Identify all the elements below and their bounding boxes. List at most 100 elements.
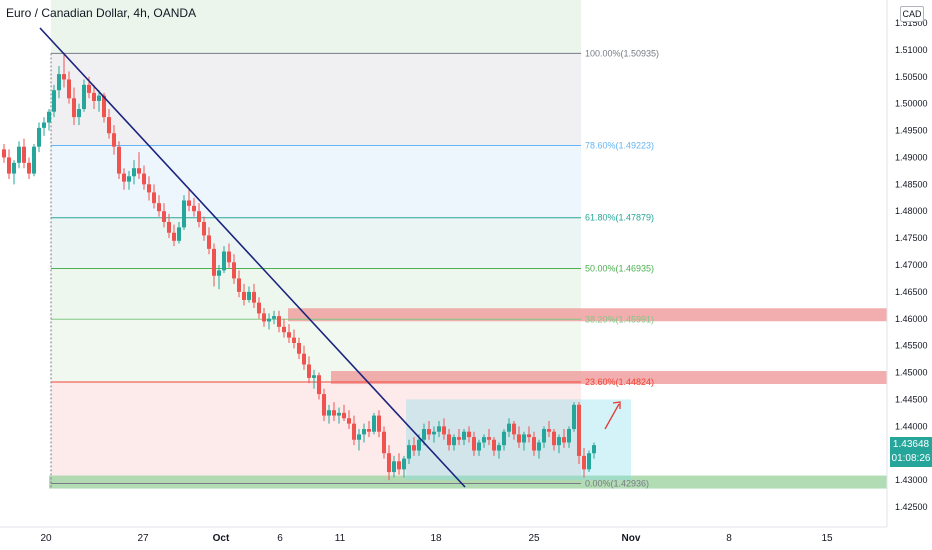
candle-body (587, 453, 591, 470)
candle-body (117, 146, 121, 174)
candle-body (257, 302, 261, 314)
candle-body (47, 111, 51, 123)
candle-body (147, 184, 151, 193)
candle-body (232, 262, 236, 279)
fib-level-label: 100.00%(1.50935) (585, 48, 659, 58)
candle-body (567, 429, 571, 443)
bar-countdown: 01:08:26 (891, 453, 931, 464)
price-tick-label: 1.46500 (895, 287, 928, 297)
price-tick-label: 1.46000 (895, 314, 928, 324)
fib-zone-fill (51, 217, 581, 269)
candle-body (427, 429, 431, 435)
downtrend-line (39, 27, 466, 488)
candle-body (167, 221, 171, 233)
candle-body (407, 445, 411, 459)
candle-body (22, 146, 26, 163)
candle-body (97, 95, 101, 101)
candle-body (27, 162, 31, 174)
candle-body (177, 227, 181, 241)
candle-body (102, 95, 106, 118)
candle-body (37, 127, 41, 147)
candle-body (107, 117, 111, 134)
candle-body (372, 415, 376, 432)
candle-body (317, 375, 321, 395)
candle-body (527, 434, 531, 438)
candle-body (302, 353, 306, 365)
candle-body (192, 205, 196, 212)
price-tick-label: 1.48000 (895, 206, 928, 216)
candle-body (387, 453, 391, 473)
candle-body (457, 437, 461, 440)
candle-body (392, 461, 396, 473)
candle-body (132, 168, 136, 177)
candle-body (432, 431, 436, 435)
candle-body (537, 442, 541, 451)
candle-body (402, 458, 406, 470)
fib-level-label: 61.80%(1.47879) (585, 213, 654, 223)
time-tick-label: 6 (277, 533, 283, 544)
price-tick-label: 1.45500 (895, 341, 928, 351)
candle-body (42, 122, 46, 128)
candle-body (57, 74, 61, 91)
time-tick-label: 18 (430, 533, 442, 544)
candle-body (187, 200, 191, 206)
time-tick-label: 15 (821, 533, 833, 544)
candle-body (222, 251, 226, 271)
candle-body (307, 364, 311, 378)
candle-body (522, 434, 526, 443)
candle-body (367, 429, 371, 432)
candle-body (382, 431, 386, 454)
candle-body (277, 316, 281, 327)
candle-body (362, 429, 366, 435)
candle-body (517, 434, 521, 443)
candle-body (237, 278, 241, 292)
candle-body (437, 426, 441, 432)
candle-body (287, 332, 291, 338)
price-tick-label: 1.42500 (895, 502, 928, 512)
candle-body (2, 149, 6, 158)
candle-body (162, 211, 166, 222)
candle-body (92, 92, 96, 101)
candle-body (577, 404, 581, 456)
candle-body (327, 410, 331, 416)
candle-body (17, 146, 21, 163)
candle-body (442, 426, 446, 435)
time-tick-label: 25 (528, 533, 540, 544)
last-price: 1.43648 (892, 439, 930, 450)
fib-zone-fill (51, 382, 581, 484)
candle-body (322, 394, 326, 416)
candle-body (62, 74, 66, 80)
resistance-zone (331, 371, 887, 385)
candle-body (467, 431, 471, 438)
candle-body (452, 437, 456, 446)
time-tick-label: Oct (213, 533, 230, 544)
currency-badge[interactable]: CAD (900, 6, 924, 22)
candle-body (502, 431, 506, 446)
candle-body (247, 291, 251, 300)
candle-body (172, 232, 176, 241)
candle-body (12, 162, 16, 174)
candle-body (492, 439, 496, 451)
candle-body (212, 248, 216, 276)
fib-level-label: 50.00%(1.46935) (585, 263, 654, 273)
candle-body (157, 203, 161, 212)
price-tick-label: 1.49500 (895, 126, 928, 136)
candle-body (207, 235, 211, 249)
candle-body (547, 429, 551, 432)
time-tick-label: 20 (40, 533, 52, 544)
candle-body (312, 375, 316, 378)
candle-body (152, 192, 156, 204)
candle-body (347, 418, 351, 424)
candle-body (447, 434, 451, 446)
candle-body (557, 437, 561, 446)
chart-title: Euro / Canadian Dollar, 4h, OANDA (6, 6, 197, 20)
candle-body (412, 445, 416, 451)
candle-body (357, 434, 361, 440)
price-tick-label: 1.50000 (895, 99, 928, 109)
fib-level-label: 0.00%(1.42936) (585, 479, 649, 489)
fib-extension-zone (51, 0, 581, 54)
fib-level-label: 38.20%(1.45991) (585, 314, 654, 324)
candle-body (292, 337, 296, 343)
candle-body (267, 318, 271, 322)
